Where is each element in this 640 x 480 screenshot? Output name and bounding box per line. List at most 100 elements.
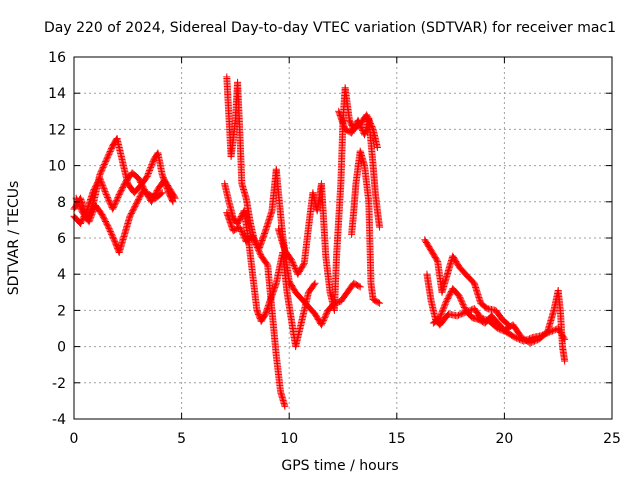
data-point-trace — [103, 192, 111, 200]
data-point-trace — [513, 334, 521, 342]
data-point-trace — [355, 119, 363, 127]
data-point-trace — [96, 169, 104, 177]
data-point-trace — [107, 229, 115, 237]
data-point — [561, 357, 569, 365]
x-tick-label: 10 — [280, 431, 298, 447]
x-tick-label: 0 — [70, 431, 79, 447]
data-point-trace — [107, 145, 115, 153]
data-point-trace — [111, 199, 119, 207]
data-point-trace — [106, 227, 114, 235]
data-point — [287, 256, 295, 264]
y-tick-label: 10 — [48, 159, 66, 175]
data-point-trace — [239, 230, 247, 238]
data-point — [354, 116, 362, 124]
data-point-trace — [144, 171, 152, 179]
data-point — [376, 299, 384, 307]
data-point-trace — [100, 161, 108, 169]
data-point — [526, 339, 534, 347]
y-tick-label: 4 — [57, 267, 66, 283]
data-point-trace — [102, 158, 110, 166]
data-point-trace — [107, 146, 115, 154]
data-point-trace — [77, 206, 85, 214]
data-point — [102, 156, 110, 164]
data-point-trace — [113, 196, 121, 204]
data-point-trace — [355, 118, 363, 126]
data-point-trace — [322, 311, 330, 319]
data-point-trace — [310, 281, 318, 289]
data-point — [104, 223, 112, 231]
data-point-trace — [111, 201, 119, 209]
data-point-trace — [532, 337, 540, 345]
data-point-trace — [101, 159, 109, 167]
data-point-trace — [74, 199, 82, 207]
data-point-trace — [148, 159, 156, 167]
data-point-trace — [321, 312, 329, 320]
data-point-trace — [299, 261, 307, 269]
data-points — [70, 73, 569, 410]
y-tick-label: 8 — [57, 195, 66, 211]
data-point — [102, 191, 110, 199]
data-point-trace — [97, 177, 105, 185]
data-point-trace — [144, 169, 152, 177]
data-point-trace — [527, 334, 535, 342]
data-point — [511, 334, 519, 342]
data-point-trace — [112, 198, 120, 206]
data-point-trace — [289, 259, 297, 267]
data-point-trace — [456, 295, 464, 303]
data-point-trace — [96, 176, 104, 184]
data-point-trace — [101, 188, 109, 196]
data-point — [143, 172, 151, 180]
data-point-trace — [99, 163, 107, 171]
data-point-trace — [75, 201, 83, 209]
data-point-trace — [357, 122, 365, 130]
data-point-trace — [439, 306, 447, 314]
data-point-trace — [240, 233, 248, 241]
data-point-trace — [108, 232, 116, 240]
data-point-trace — [441, 302, 449, 310]
y-tick-label: 2 — [57, 303, 66, 319]
data-point-trace — [86, 216, 94, 224]
data-point-trace — [99, 182, 107, 190]
data-point-trace — [458, 299, 466, 307]
data-point-trace — [374, 298, 382, 306]
data-point-trace — [436, 312, 444, 320]
data-point-trace — [460, 302, 468, 310]
data-point — [436, 314, 444, 322]
grid — [74, 57, 612, 419]
data-point — [317, 321, 325, 329]
data-point — [169, 198, 177, 206]
data-point — [356, 283, 364, 291]
data-point-trace — [98, 179, 106, 187]
data-point-trace — [170, 193, 178, 201]
data-point — [171, 194, 179, 202]
data-point-trace — [109, 233, 117, 241]
data-point-trace — [240, 232, 248, 240]
data-point-trace — [319, 317, 327, 325]
data-point-trace — [106, 149, 114, 157]
data-point-trace — [460, 304, 468, 312]
y-tick-label: -4 — [52, 412, 66, 428]
data-point-trace — [104, 152, 112, 160]
data-point-trace — [147, 164, 155, 172]
data-point-trace — [238, 229, 246, 237]
data-point-trace — [531, 337, 539, 345]
data-point-trace — [87, 212, 95, 220]
data-point-trace — [439, 305, 447, 313]
data-point-trace — [438, 308, 446, 316]
x-tick-label: 25 — [603, 431, 621, 447]
data-point-trace — [528, 338, 536, 346]
data-point-trace — [104, 193, 112, 201]
data-point-trace — [438, 309, 446, 317]
data-point-trace — [457, 310, 465, 318]
data-point-trace — [110, 235, 118, 243]
data-point-trace — [113, 195, 121, 203]
data-point-trace — [97, 168, 105, 176]
y-tick-label: 0 — [57, 340, 66, 356]
data-point-trace — [86, 215, 94, 223]
data-point-trace — [320, 315, 328, 323]
data-point-trace — [114, 193, 122, 201]
data-point-trace — [147, 162, 155, 170]
data-point-trace — [291, 263, 299, 271]
y-axis-label: SDTVAR / TECUs — [6, 181, 22, 296]
